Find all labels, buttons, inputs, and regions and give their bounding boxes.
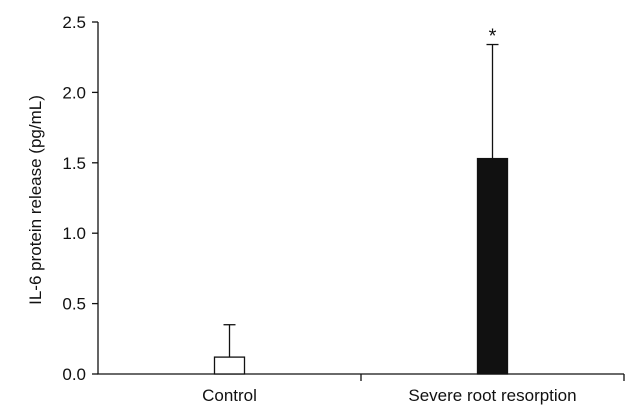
plot-area: 0.0 0.5 1.0 1.5 2.0 2.5 Control * Severe root re… <box>62 13 625 405</box>
bar <box>213 356 246 375</box>
bar <box>476 157 509 375</box>
y-tick-label: 1.5 <box>62 154 86 173</box>
x-tick-label: Severe root resorption <box>408 386 576 405</box>
y-axis-label: IL-6 protein release (pg/mL) <box>26 95 45 305</box>
x-tick-label: Control <box>202 386 257 405</box>
y-tick-label: 0.5 <box>62 295 86 314</box>
y-tick-label: 0.0 <box>62 365 86 384</box>
significance-marker: * <box>489 26 497 48</box>
y-tick-label: 2.5 <box>62 13 86 32</box>
y-tick-label: 1.0 <box>62 224 86 243</box>
y-tick-label: 2.0 <box>62 83 86 102</box>
